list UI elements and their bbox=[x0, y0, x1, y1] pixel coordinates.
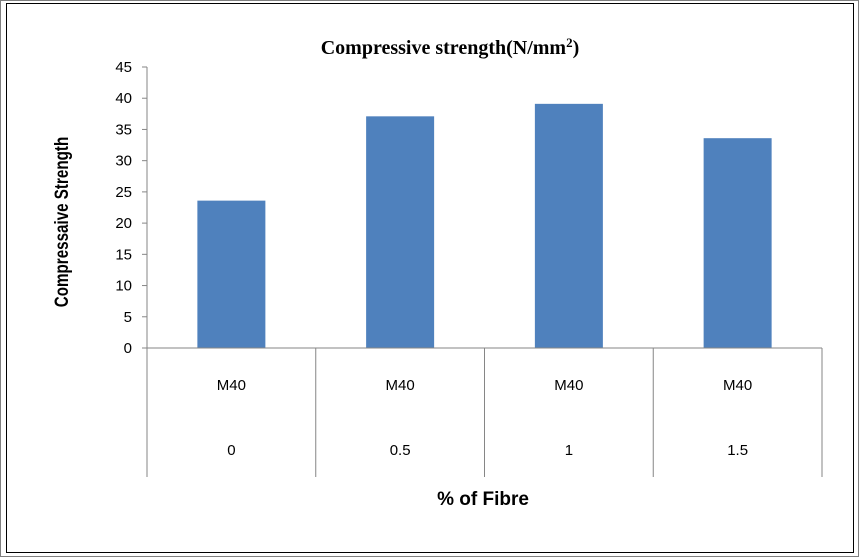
category-fibre-label: 0 bbox=[227, 442, 235, 459]
y-tick-label: 30 bbox=[115, 153, 132, 170]
category-labels: M40 0 M40 0.5 M40 1 M40 1.5 bbox=[217, 377, 752, 459]
y-axis-title: Compressaive Strength bbox=[50, 137, 72, 307]
bar bbox=[703, 138, 772, 348]
category-fibre-label: 1.5 bbox=[727, 442, 748, 459]
y-tick-label: 25 bbox=[115, 184, 132, 201]
bar bbox=[534, 103, 603, 348]
category-group-label: M40 bbox=[723, 377, 752, 394]
y-tick-label: 10 bbox=[115, 278, 132, 295]
chart-area-border bbox=[6, 3, 854, 553]
bar bbox=[197, 200, 266, 348]
y-tick-label: 20 bbox=[115, 215, 132, 232]
category-fibre-label: 1 bbox=[565, 442, 573, 459]
bar bbox=[366, 116, 435, 348]
y-tick-label: 35 bbox=[115, 121, 132, 138]
x-axis-title: % of Fibre bbox=[437, 489, 529, 510]
category-group-label: M40 bbox=[386, 377, 415, 394]
y-axis-ticks: 0 5 10 15 20 25 30 35 40 45 bbox=[115, 59, 147, 357]
axes bbox=[146, 67, 823, 477]
y-tick-label: 15 bbox=[115, 246, 132, 263]
category-group-label: M40 bbox=[554, 377, 583, 394]
chart-title: Compressive strength(N/mm2) bbox=[321, 35, 580, 59]
category-group-label: M40 bbox=[217, 377, 246, 394]
bars bbox=[197, 103, 772, 348]
y-tick-label: 45 bbox=[115, 59, 132, 76]
y-tick-label: 5 bbox=[124, 309, 132, 326]
y-tick-label: 0 bbox=[124, 340, 132, 357]
y-tick-label: 40 bbox=[115, 90, 132, 107]
category-fibre-label: 0.5 bbox=[390, 442, 411, 459]
